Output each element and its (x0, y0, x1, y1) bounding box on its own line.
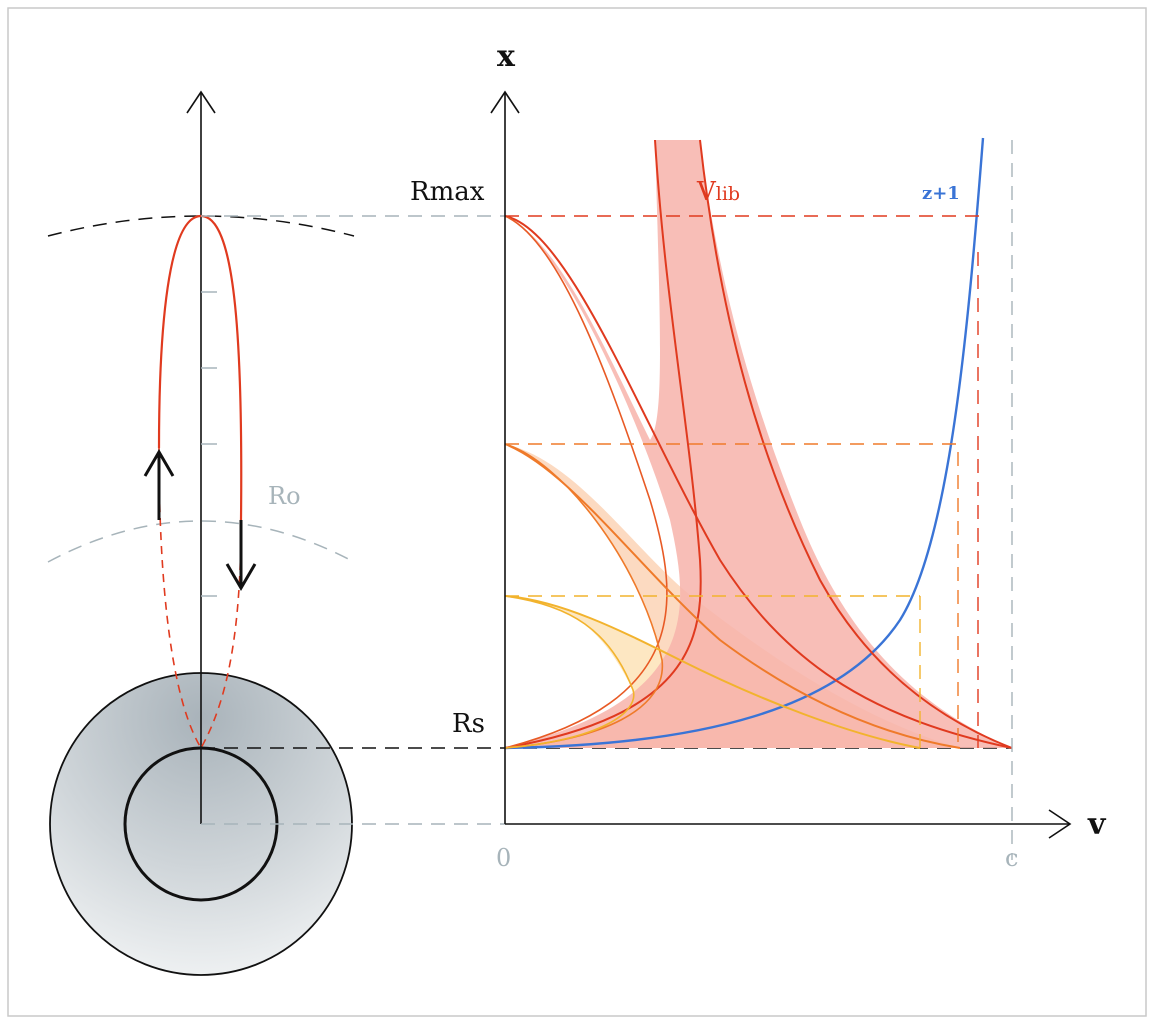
vlib-curve-inner (504, 139, 702, 749)
v-axis-label: v (1087, 807, 1107, 842)
orbit-dashed-left (158, 447, 202, 749)
down-arrow-icon (225, 520, 257, 591)
z-plus-1-curve (504, 137, 985, 750)
x-axis-arrowhead (490, 90, 520, 114)
planet-panel: Ro (47, 90, 355, 976)
c-label: c (1005, 844, 1018, 872)
rs-label: Rs (452, 709, 485, 739)
vlib-main: V (696, 177, 717, 207)
up-arrow-icon (143, 449, 175, 520)
left-axis-arrowhead (186, 90, 216, 114)
vlib-curve-outer (699, 139, 1013, 749)
origin-label: 0 (496, 844, 511, 872)
vlib-label: Vlib (696, 177, 740, 207)
rmax-label: Rmax (410, 177, 485, 207)
v-axis-arrowhead (1048, 809, 1072, 839)
velocity-plot: x v Rmax Rs 0 c Vlib z+1 (410, 39, 1107, 872)
border (7, 7, 1147, 1017)
low-trajectory-inner (504, 595, 635, 749)
rmax-trajectory-outer (504, 215, 1013, 749)
z-plus-1-label: z+1 (922, 183, 960, 204)
vlib-subscript: lib (716, 183, 740, 205)
ro-label: Ro (268, 482, 301, 510)
orbit-dashed-right (200, 519, 242, 749)
yellow-band (505, 596, 920, 748)
rmax-trajectory-inner (504, 215, 668, 749)
x-axis-label: x (497, 39, 516, 74)
low-trajectory-outer (504, 595, 921, 749)
